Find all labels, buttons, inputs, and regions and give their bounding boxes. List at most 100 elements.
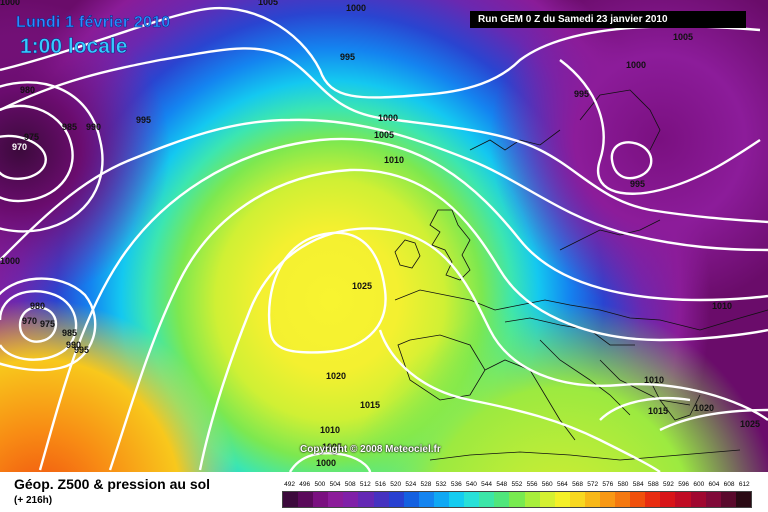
- isobar-label: 1000: [626, 60, 646, 70]
- forecast-time: 1:00 locale: [20, 35, 128, 59]
- isobar-lines: [0, 6, 768, 472]
- scale-swatch: [509, 492, 525, 507]
- isobar-label: 995: [574, 89, 589, 99]
- scale-swatch: [735, 492, 751, 507]
- isobar-label: 1000: [378, 113, 398, 123]
- isobar-label: 980: [20, 85, 35, 95]
- scale-label: 556: [526, 481, 538, 488]
- isobar-label: 995: [340, 52, 355, 62]
- scale-swatch: [720, 492, 736, 507]
- scale-swatch: [464, 492, 480, 507]
- isobar-label: 980: [30, 301, 45, 311]
- isobar-label: 1015: [360, 400, 380, 410]
- scale-label: 540: [466, 481, 477, 488]
- scale-label: 560: [541, 481, 553, 488]
- isobar-label: 995: [630, 179, 645, 189]
- isobar-label: 1005: [258, 0, 278, 7]
- scale-label: 492: [284, 481, 295, 488]
- scale-swatch: [479, 492, 495, 507]
- scale-label: 580: [617, 481, 629, 488]
- isobar-label: 970: [22, 316, 37, 326]
- isobar-label: 975: [24, 132, 39, 142]
- isobar-label: 1010: [384, 155, 404, 165]
- scale-label: 612: [738, 481, 750, 488]
- coastlines: [394, 89, 768, 461]
- scale-swatch: [705, 492, 721, 507]
- isobar-label: 1000: [346, 3, 366, 13]
- scale-swatch: [690, 492, 706, 507]
- isobar-label: 985: [62, 122, 77, 132]
- scale-label: 596: [678, 481, 690, 488]
- scale-swatch: [615, 492, 631, 507]
- scale-label: 576: [602, 481, 614, 488]
- isobar-label: 1000: [316, 458, 336, 468]
- scale-label: 552: [511, 481, 523, 488]
- scale-swatch: [494, 492, 510, 507]
- forecast-date: Lundi 1 février 2010: [16, 14, 171, 32]
- scale-label: 600: [693, 481, 705, 488]
- isobar-label: 990: [86, 122, 101, 132]
- isobar-label: 1020: [694, 403, 714, 413]
- isobar-label: 1005: [673, 32, 693, 42]
- color-scale-labels: 492 496 500 504 508 512 516 520 524 528 532 536 540 5…: [282, 480, 752, 490]
- forecast-lead-time: (+ 216h): [14, 495, 53, 506]
- model-run-label: Run GEM 0 Z du Samedi 23 janvier 2010: [470, 11, 746, 28]
- scale-label: 508: [344, 481, 356, 488]
- isobar-label: 1000: [0, 0, 20, 7]
- isobar-labels: 1005 1000 995 980 975 970 985 990 995 10…: [0, 0, 760, 468]
- isobar-label: 995: [136, 115, 151, 125]
- scale-swatch: [313, 492, 329, 507]
- copyright-notice: Copyright © 2008 Meteociel.fr: [300, 444, 441, 455]
- scale-label: 504: [329, 481, 341, 488]
- isobar-label: 1010: [712, 301, 732, 311]
- color-scale: 492 496 500 504 508 512 516 520 524 528 532 536 540 5…: [282, 480, 752, 510]
- scale-swatch: [418, 492, 434, 507]
- scale-swatch: [328, 492, 344, 507]
- scale-swatch: [298, 492, 314, 507]
- scale-label: 548: [496, 481, 508, 488]
- scale-label: 608: [723, 481, 735, 488]
- isobar-label: 1025: [352, 281, 372, 291]
- scale-label: 516: [375, 481, 386, 488]
- scale-label: 512: [359, 481, 371, 488]
- chart-title: Géop. Z500 & pression au sol: [14, 476, 211, 492]
- scale-label: 604: [708, 481, 720, 488]
- scale-label: 544: [481, 481, 493, 488]
- scale-swatch: [433, 492, 450, 507]
- scale-swatch: [569, 492, 585, 507]
- scale-swatch: [524, 492, 540, 507]
- scale-label: 564: [556, 481, 568, 488]
- legend-footer: Géop. Z500 & pression au sol (+ 216h) 49…: [0, 472, 768, 512]
- scale-swatch: [645, 492, 661, 507]
- scale-swatch: [358, 492, 374, 507]
- scale-swatch: [388, 492, 404, 507]
- isobar-label: 990: [66, 340, 81, 350]
- scale-label: 528: [420, 481, 432, 488]
- scale-swatch: [343, 492, 359, 507]
- scale-label: 500: [314, 481, 326, 488]
- isobar-label: 1005: [374, 130, 394, 140]
- scale-swatch: [630, 492, 646, 507]
- map-canvas: 1005 1000 995 980 975 970 985 990 995 10…: [0, 0, 768, 472]
- scale-label: 584: [632, 481, 644, 488]
- color-scale-bar: [282, 491, 752, 508]
- isobar-label: 985: [62, 328, 77, 338]
- scale-swatch: [660, 492, 676, 507]
- isobar-label: 1010: [644, 375, 664, 385]
- scale-swatch: [584, 492, 600, 507]
- isobar-label: 1020: [326, 371, 346, 381]
- scale-swatch: [599, 492, 616, 507]
- isobar-label: 1015: [648, 406, 668, 416]
- isobar-label: 995: [74, 345, 89, 355]
- isobar-label: 1005: [322, 442, 342, 452]
- scale-label: 524: [405, 481, 417, 488]
- scale-swatch: [675, 492, 691, 507]
- scale-swatch: [283, 492, 299, 507]
- isobar-label: 975: [40, 319, 55, 329]
- scale-label: 496: [299, 481, 311, 488]
- scale-label: 592: [663, 481, 674, 488]
- scale-swatch: [403, 492, 419, 507]
- isobar-label: 970: [12, 142, 27, 152]
- scale-label: 520: [390, 481, 402, 488]
